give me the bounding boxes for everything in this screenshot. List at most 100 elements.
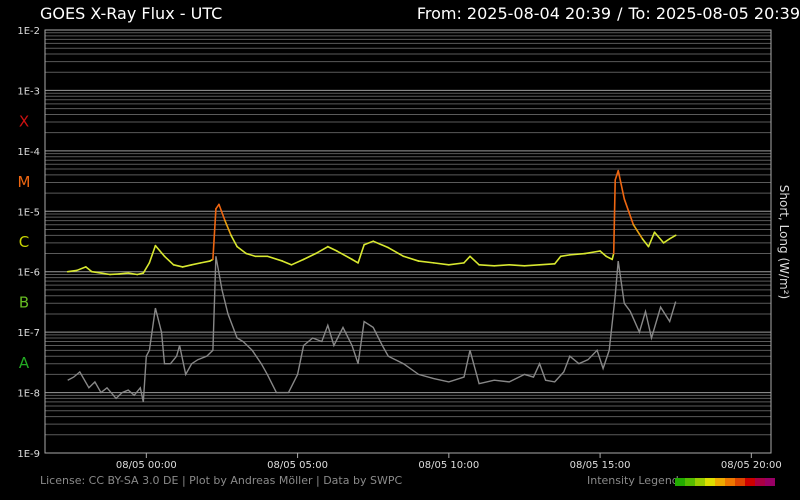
x-axis: 08/05 00:00 08/05 05:00 08/05 10:00 08/05 1… xyxy=(116,453,782,471)
series-long-segment xyxy=(508,264,526,267)
chart-title: GOES X-Ray Flux - UTC xyxy=(40,4,223,23)
legend-swatch xyxy=(695,478,705,486)
intensity-legend-bar xyxy=(675,478,775,486)
series-long-segment xyxy=(612,179,617,255)
intensity-legend-label: Intensity Legend xyxy=(587,474,679,487)
series-long-segment xyxy=(336,250,353,261)
to-label: To: 2025-08-05 20:39 xyxy=(628,4,800,23)
legend-swatch xyxy=(685,478,695,486)
series-long-segment xyxy=(402,255,420,262)
legend-swatch xyxy=(725,478,735,486)
series-long-segment xyxy=(611,252,615,261)
y-tick-label: 1E-5 xyxy=(17,207,40,218)
legend-swatch xyxy=(755,478,765,486)
series-long-segment xyxy=(109,273,120,276)
series-long-segment xyxy=(302,252,317,261)
series-long-segment xyxy=(236,245,247,255)
series-long-segment xyxy=(181,264,193,268)
series-long-segment xyxy=(75,266,87,272)
series-long-segment xyxy=(668,234,677,240)
series-long-segment xyxy=(190,262,202,266)
series-long-segment xyxy=(100,272,111,276)
series-long-segment xyxy=(448,262,465,266)
series-long-segment xyxy=(212,207,217,261)
series-long-segment xyxy=(290,258,305,266)
x-tick-label: 08/05 15:00 xyxy=(570,460,631,471)
series-long-segment xyxy=(372,240,390,249)
legend-swatch xyxy=(715,478,725,486)
series-long-segment xyxy=(199,260,211,264)
series-long-segment xyxy=(266,255,284,262)
y-tick-label: 1E-8 xyxy=(17,389,40,400)
series-long-segment xyxy=(469,255,480,266)
series-long-segment xyxy=(142,262,151,274)
flare-class-x: X xyxy=(19,112,29,130)
series-long-segment xyxy=(154,244,166,258)
legend-swatch xyxy=(705,478,715,486)
legend-swatch xyxy=(765,478,775,486)
series-long-segment xyxy=(118,272,129,275)
series-long-segment xyxy=(463,255,471,264)
series-long-segment xyxy=(647,231,656,248)
series-long-segment xyxy=(351,258,359,264)
series-long-segment xyxy=(662,238,671,244)
series-long-segment xyxy=(617,169,626,200)
legend-swatch xyxy=(735,478,745,486)
series-long-segment xyxy=(569,252,586,256)
series-long-segment xyxy=(148,244,157,264)
series-long-segment xyxy=(327,245,338,252)
series-long-segment xyxy=(432,262,450,266)
flare-class-a: A xyxy=(19,354,30,372)
credits: License: CC BY-SA 3.0 DE | Plot by Andre… xyxy=(40,474,403,487)
series-long-segment xyxy=(614,169,620,181)
grid xyxy=(45,32,771,454)
series-long-segment xyxy=(653,231,665,244)
series-lines xyxy=(66,169,677,403)
series-long-segment xyxy=(357,243,365,264)
series-long-segment xyxy=(523,264,541,267)
y-axis-label: Short, Long (W/m²) xyxy=(777,185,791,299)
series-long-segment xyxy=(91,270,102,274)
flare-class-m: M xyxy=(18,173,31,191)
series-long-segment xyxy=(599,250,607,258)
x-tick-label: 08/05 05:00 xyxy=(267,460,328,471)
series-long-segment xyxy=(172,264,184,268)
series-long-segment xyxy=(417,260,435,264)
x-tick-label: 08/05 20:00 xyxy=(721,460,782,471)
series-long-segment xyxy=(584,250,601,255)
series-long-segment xyxy=(230,234,238,248)
flare-class-b: B xyxy=(19,294,29,312)
flare-class-labels: X M C B A xyxy=(18,112,31,372)
series-long-segment xyxy=(85,266,93,273)
series-long-segment xyxy=(553,255,562,265)
series-long-segment xyxy=(224,219,232,237)
y-tick-label: 1E-7 xyxy=(17,328,40,339)
y-tick-label: 1E-9 xyxy=(17,449,40,460)
series-long-segment xyxy=(136,272,145,276)
series-long-segment xyxy=(66,269,78,273)
series-long-segment xyxy=(538,263,556,266)
x-tick-label: 08/05 10:00 xyxy=(418,460,479,471)
y-tick-label: 1E-6 xyxy=(17,268,40,279)
series-long-segment xyxy=(623,198,635,226)
series-long-segment xyxy=(314,245,329,255)
from-label: From: 2025-08-04 20:39 xyxy=(416,4,612,23)
series-long-segment xyxy=(163,255,175,266)
plot-frame xyxy=(44,29,772,454)
range-separator: / xyxy=(617,4,623,23)
legend-swatch xyxy=(745,478,755,486)
series-long-segment xyxy=(632,223,644,240)
series-long-segment xyxy=(281,260,293,266)
legend-swatch xyxy=(675,478,685,486)
series-short-line xyxy=(67,256,677,403)
series-long-segment xyxy=(641,238,650,248)
series-long-segment xyxy=(493,264,511,267)
series-long-segment xyxy=(387,246,405,258)
y-tick-label: 1E-4 xyxy=(17,147,40,158)
y-tick-label: 1E-2 xyxy=(17,26,40,37)
time-range: From: 2025-08-04 20:39 / To: 2025-08-05 20… xyxy=(417,4,800,23)
series-long-segment xyxy=(478,264,496,267)
flare-class-c: C xyxy=(19,233,29,251)
x-tick-label: 08/05 00:00 xyxy=(116,460,177,471)
